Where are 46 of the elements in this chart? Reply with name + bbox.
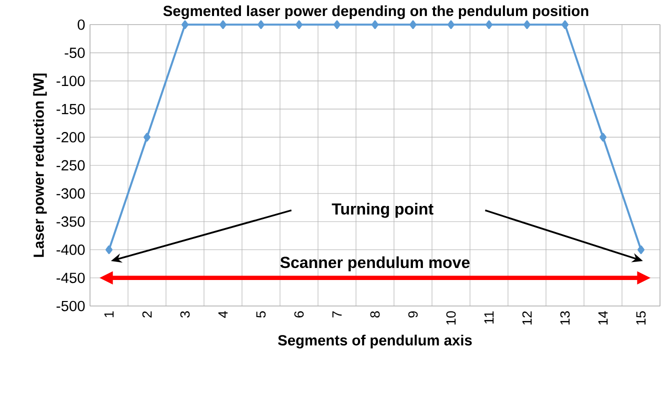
y-tick-label: -300: [56, 188, 85, 199]
y-axis-title: Laser power reduction [W]: [33, 74, 47, 257]
x-tick-label: 7: [332, 311, 342, 318]
x-tick-label: 11: [484, 311, 494, 324]
x-tick-label: 10: [446, 311, 456, 325]
y-tick-label: -400: [56, 244, 85, 255]
y-tick-label: -350: [56, 216, 85, 227]
point: [106, 245, 113, 254]
point: [220, 20, 227, 30]
x-tick-label: 5: [256, 311, 266, 318]
x-tick-label: 13: [560, 311, 570, 325]
x-tick-label: 6: [294, 311, 304, 318]
y-tick-label: -100: [56, 76, 85, 86]
x-axis-title: Segments of pendulum axis: [278, 334, 472, 348]
x-tick-label: 14: [598, 311, 608, 325]
y-tick-label: -500: [56, 300, 85, 312]
point: [638, 245, 645, 254]
point: [182, 20, 189, 30]
point: [334, 20, 341, 30]
y-tick-label: -50: [64, 48, 85, 58]
point: [448, 20, 455, 30]
annotation: Turning point: [332, 202, 434, 218]
y-tick-label: -450: [56, 272, 85, 284]
y-tick-label: -150: [56, 104, 85, 114]
point: [562, 20, 569, 30]
x-tick-label: 2: [142, 311, 152, 318]
point: [258, 20, 265, 30]
point: [144, 132, 151, 142]
chart-title: Segmented laser power depending on the pendulum position: [163, 5, 588, 20]
point: [486, 20, 493, 30]
x-tick-label: 15: [636, 311, 646, 325]
point: [524, 20, 531, 30]
point: [372, 20, 379, 30]
x-tick-label: 3: [180, 311, 190, 318]
x-tick-label: 12: [522, 311, 532, 325]
x-tick-label: 1: [104, 311, 114, 318]
y-tick-label: -250: [56, 160, 85, 171]
x-tick-label: 4: [218, 311, 228, 318]
x-tick-label: 9: [408, 311, 418, 318]
x-tick-label: 8: [370, 311, 380, 318]
point: [296, 20, 303, 30]
y-tick-label: 0: [78, 19, 85, 30]
y-tick-label: -200: [56, 132, 85, 142]
point: [600, 132, 607, 142]
point: [410, 20, 417, 30]
annotation: Scanner pendulum move: [280, 256, 470, 272]
